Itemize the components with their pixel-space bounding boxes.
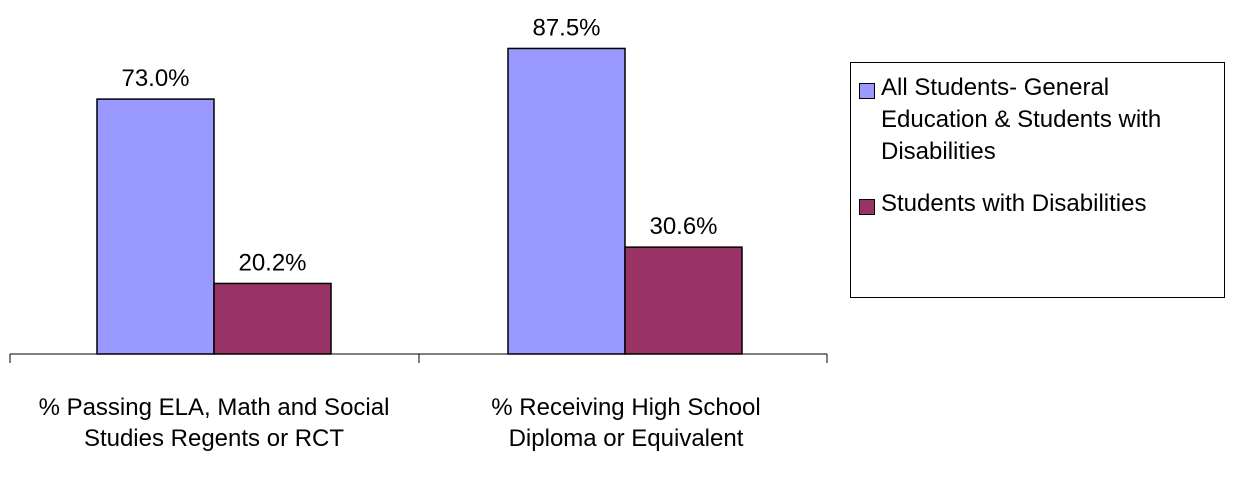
data-label: 87.5%: [532, 14, 600, 41]
legend-label: All Students- General Education & Studen…: [881, 72, 1201, 168]
category-label: % Receiving High School Diploma or Equiv…: [446, 392, 806, 454]
legend-swatch: [859, 83, 875, 99]
bar: [214, 283, 331, 354]
data-label: 73.0%: [121, 65, 189, 92]
bar: [97, 99, 214, 354]
data-label: 30.6%: [649, 213, 717, 240]
legend-label: Students with Disabilities: [881, 188, 1201, 220]
legend: All Students- General Education & Studen…: [850, 62, 1225, 298]
legend-swatch: [859, 199, 875, 215]
legend-item: Students with Disabilities: [859, 188, 1201, 220]
data-label: 20.2%: [238, 249, 306, 276]
category-label: % Passing ELA, Math and Social Studies R…: [34, 392, 394, 454]
bar: [508, 48, 625, 354]
legend-item: All Students- General Education & Studen…: [859, 72, 1201, 168]
bar: [625, 247, 742, 354]
